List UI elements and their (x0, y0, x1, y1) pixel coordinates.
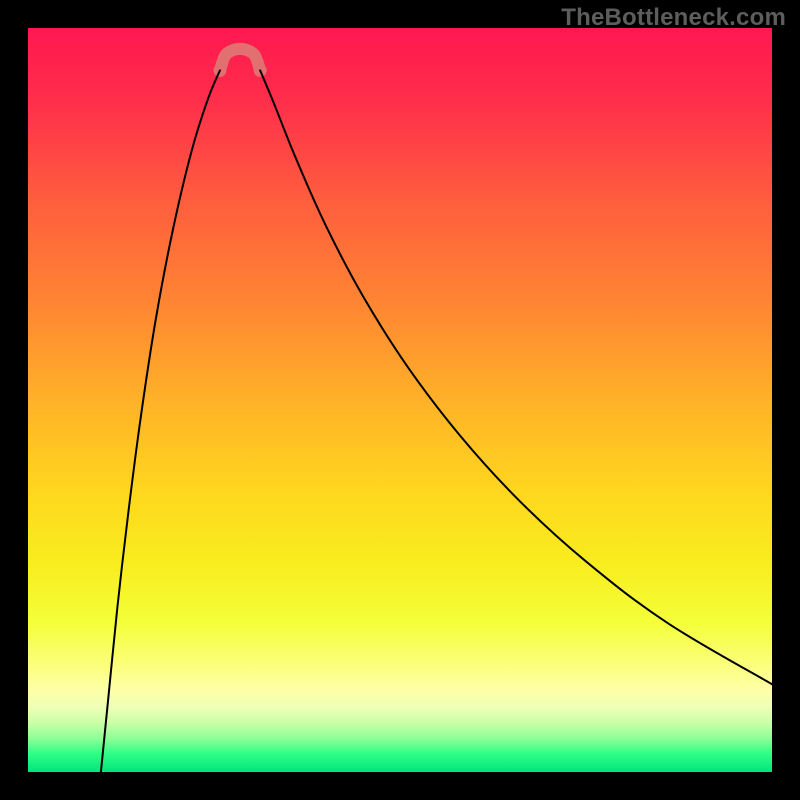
chart-frame: TheBottleneck.com (0, 0, 800, 800)
bottleneck-curve-chart (28, 28, 772, 772)
watermark-text: TheBottleneck.com (561, 4, 786, 32)
plot-area (28, 28, 772, 772)
chart-background-gradient (28, 28, 772, 772)
